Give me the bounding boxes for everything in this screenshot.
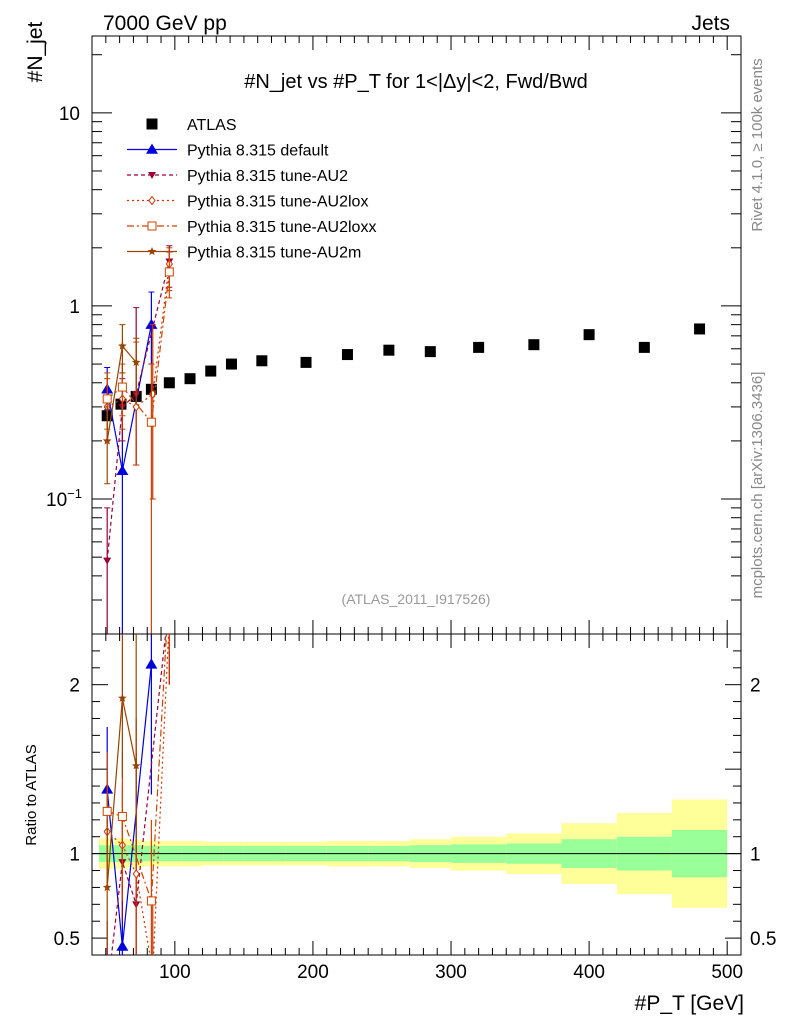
series-1-ratio-point bbox=[165, 597, 173, 604]
x-tick-label: 200 bbox=[297, 962, 329, 983]
series-2-ratio-point bbox=[132, 869, 140, 879]
series-0-ratio-point bbox=[145, 658, 158, 669]
legend-marker bbox=[147, 221, 157, 231]
legend-marker bbox=[148, 172, 156, 179]
x-tick-label: 300 bbox=[435, 962, 467, 983]
series-0-ratio-point bbox=[116, 940, 129, 951]
series-4-ratio-point bbox=[102, 882, 112, 892]
series-4-ratio-point bbox=[131, 761, 141, 770]
y-ticks: 10−1 1 10 bbox=[46, 54, 741, 635]
y-tick-label: 10−1 bbox=[46, 486, 82, 511]
side-label-rivet: Rivet 4.1.0, ≥ 100k events bbox=[749, 58, 766, 231]
main-panel: 10−1 1 10 bbox=[46, 35, 742, 635]
series-3-ratio-point bbox=[102, 806, 112, 816]
series-2-ratio-point bbox=[150, 968, 156, 976]
series-1-line bbox=[106, 261, 170, 561]
data-point bbox=[256, 355, 268, 367]
legend-marker bbox=[146, 118, 158, 130]
header-right: Jets bbox=[691, 12, 730, 35]
ratio-frame bbox=[91, 633, 742, 956]
data-point bbox=[383, 344, 395, 356]
series-3-point bbox=[102, 394, 112, 404]
legend-label: Pythia 8.315 tune-AU2lox bbox=[187, 194, 368, 211]
series-3-ratio-point bbox=[117, 811, 127, 821]
data-point bbox=[341, 349, 353, 361]
series-2-point bbox=[132, 402, 140, 412]
legend-marker bbox=[147, 247, 157, 256]
series-4-point bbox=[131, 357, 141, 366]
data-point bbox=[184, 373, 196, 385]
series-1-point bbox=[103, 557, 112, 565]
series-2-ratio-point bbox=[166, 613, 172, 621]
series-1-ratio-point bbox=[103, 989, 111, 996]
y-axis-label: #N_jet bbox=[24, 21, 47, 82]
series-0-point bbox=[116, 464, 129, 476]
data-point bbox=[205, 365, 217, 377]
legend-label: Pythia 8.315 tune-AU2 bbox=[187, 168, 348, 185]
series-3-point bbox=[117, 382, 127, 392]
data-point bbox=[694, 323, 706, 335]
ratio-y-label: Ratio to ATLAS bbox=[23, 744, 40, 845]
series-3-ratio-line bbox=[106, 634, 168, 902]
series-1-ratio-line bbox=[110, 634, 167, 955]
series-4-point bbox=[118, 341, 127, 350]
plot-title: #N_jet vs #P_T for 1<|Δy|<2, Fwd/Bwd bbox=[244, 71, 588, 93]
data-point bbox=[163, 377, 175, 389]
series-3-ratio-point bbox=[146, 896, 156, 906]
data-points bbox=[101, 323, 706, 422]
data-point bbox=[638, 341, 650, 353]
ratio-y-tick-label: 1 bbox=[69, 845, 80, 866]
legend-label: ATLAS bbox=[187, 117, 237, 134]
legend-marker bbox=[146, 143, 158, 154]
series-2-line bbox=[106, 263, 170, 408]
x-ticks: 100 200 300 400 500 bbox=[105, 36, 743, 983]
ratio-panel: 100 200 300 400 500 0.5 0.5 1 1 2 2 bbox=[54, 36, 776, 996]
ratio-y-tick-label: 0.5 bbox=[54, 929, 80, 950]
series-4-point bbox=[102, 436, 112, 445]
ratio-y-ticks: 0.5 0.5 1 1 2 2 bbox=[54, 633, 776, 956]
legend-label: Pythia 8.315 default bbox=[187, 143, 329, 160]
data-point bbox=[225, 358, 237, 370]
ratio-y-tick-label-right: 2 bbox=[750, 676, 761, 697]
ratio-y-tick-label-right: 0.5 bbox=[750, 929, 776, 950]
analysis-label: (ATLAS_2011_I917526) bbox=[342, 591, 491, 607]
mc-series-ratio bbox=[101, 579, 173, 996]
series-4-ratio-point bbox=[118, 693, 127, 702]
data-point bbox=[528, 339, 540, 351]
x-tick-label: 100 bbox=[159, 962, 191, 983]
data-point bbox=[424, 346, 436, 358]
series-3-line bbox=[106, 271, 170, 424]
data-point bbox=[583, 329, 595, 341]
ratio-y-tick-label: 2 bbox=[69, 676, 80, 697]
legend: ATLAS Pythia 8.315 default Pythia 8.315 tu… bbox=[127, 117, 376, 262]
legend-label: Pythia 8.315 tune-AU2m bbox=[187, 245, 361, 262]
legend-marker bbox=[148, 195, 156, 206]
y-tick-label: 10 bbox=[59, 104, 80, 125]
ratio-y-tick-label-right: 1 bbox=[750, 845, 761, 866]
data-point bbox=[300, 356, 312, 368]
series-3-point bbox=[146, 417, 156, 427]
mc-series-main bbox=[101, 245, 174, 634]
x-tick-label: 500 bbox=[711, 962, 743, 983]
series-0-point bbox=[145, 318, 158, 329]
x-axis-label: #P_T [GeV] bbox=[635, 992, 744, 1015]
y-tick-label: 1 bbox=[69, 297, 80, 318]
legend-label: Pythia 8.315 tune-AU2loxx bbox=[187, 219, 376, 236]
header-left: 7000 GeV pp bbox=[103, 12, 227, 35]
series-3-ratio-point bbox=[165, 579, 173, 587]
series-3-point bbox=[164, 267, 174, 277]
side-label-mcplots: mcplots.cern.ch [arXiv:1306.3436] bbox=[749, 372, 766, 599]
data-point bbox=[473, 341, 485, 353]
x-tick-label: 400 bbox=[573, 962, 605, 983]
